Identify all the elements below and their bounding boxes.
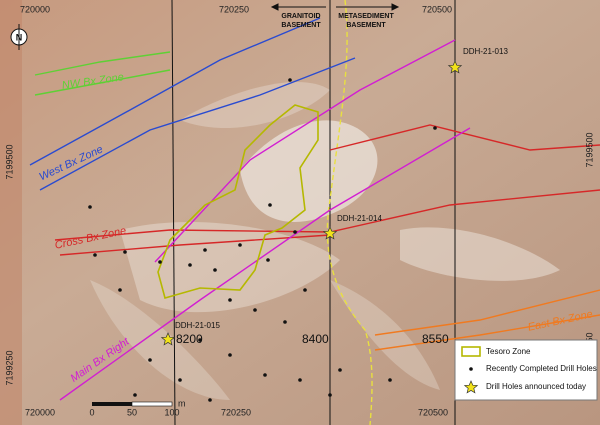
easting-label: 720000: [25, 407, 55, 417]
tesoro-zone: [157, 104, 319, 299]
ridge: [0, 0, 22, 425]
announced-holes: [160, 60, 463, 346]
hole-label: DDH-21-015: [175, 321, 220, 330]
legend-label: Tesoro Zone: [486, 347, 531, 356]
hole-label: DDH-21-013: [463, 47, 508, 56]
easting-label: 720000: [20, 4, 50, 14]
north-label: N: [16, 32, 23, 42]
basement-contact: [326, 0, 373, 425]
basement-arrows: [270, 3, 400, 11]
north-arrow: N: [10, 24, 28, 50]
basement-label: METASEDIMENT: [338, 13, 394, 20]
legend-label: Drill Holes announced today: [486, 382, 586, 391]
easting-label: 720500: [418, 407, 448, 417]
easting-label: 720500: [422, 4, 452, 14]
easting-label: 720250: [219, 4, 249, 14]
basement-label: GRANITOID: [281, 13, 320, 20]
legend: [454, 339, 598, 401]
scale-unit: m: [178, 398, 186, 408]
scale-bar: [92, 401, 173, 407]
structures: [29, 17, 600, 401]
northing-label: 7199250: [4, 350, 14, 385]
northing-label: 7199500: [584, 132, 594, 167]
scale-label: 100: [164, 407, 179, 417]
hole-label: DDH-21-014: [337, 214, 382, 223]
northing-label: 7199500: [4, 144, 14, 179]
scale-label: 50: [127, 407, 137, 417]
basement-label: BASEMENT: [281, 22, 321, 29]
section-label: 8550: [422, 332, 449, 346]
terrain: [90, 81, 560, 400]
section-label: 8400: [302, 332, 329, 346]
legend-label: Recently Completed Drill Holes: [486, 364, 597, 373]
basement-label: BASEMENT: [346, 22, 386, 29]
scale-label: 0: [89, 407, 94, 417]
section-label: 8200: [176, 332, 203, 346]
easting-label: 720250: [221, 407, 251, 417]
drill-holes: [88, 78, 437, 402]
